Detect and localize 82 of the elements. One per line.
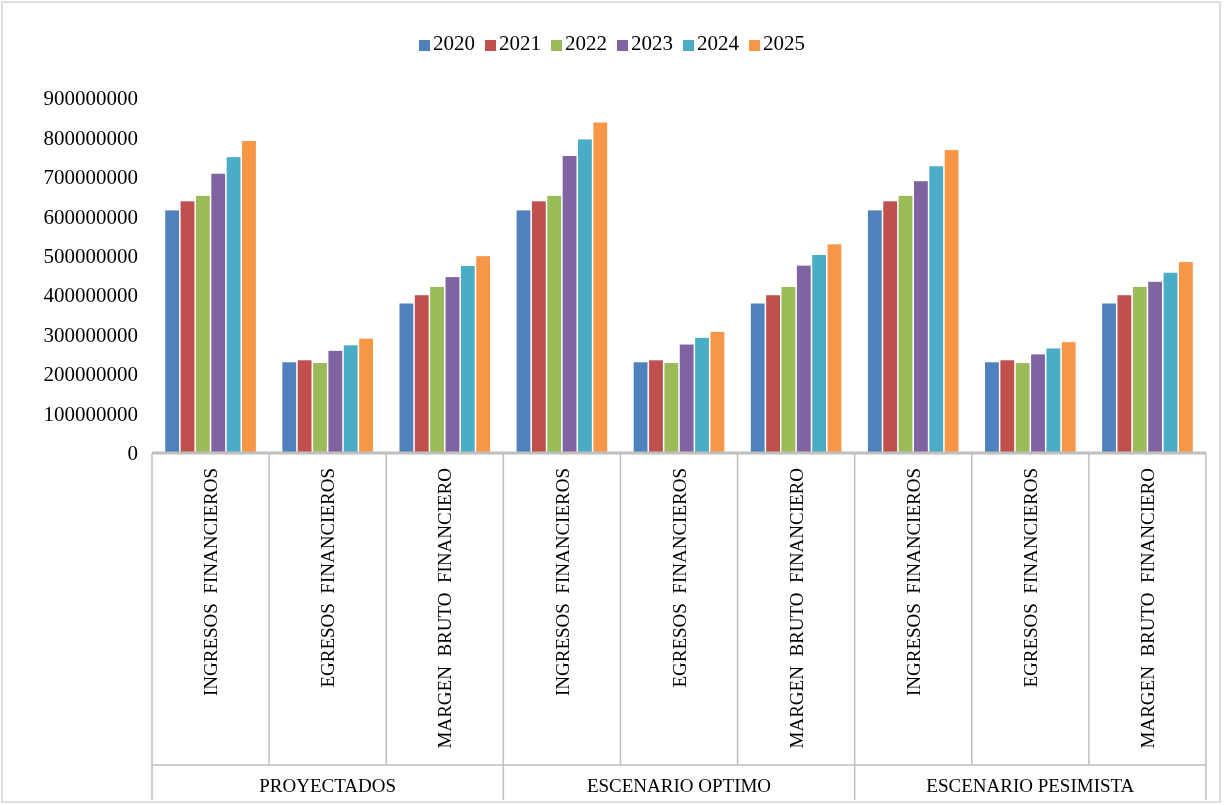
x-tick-label: EGRESOS FINANCIEROS	[668, 468, 690, 688]
legend-label: 2025	[763, 31, 805, 55]
bar	[282, 362, 297, 453]
bar	[649, 360, 663, 453]
bar	[710, 331, 725, 453]
bar	[883, 201, 898, 453]
bar	[633, 362, 648, 453]
y-tick-label: 300000000	[43, 322, 138, 347]
bar	[867, 210, 882, 453]
bar	[1117, 295, 1132, 453]
bar	[297, 360, 312, 453]
bar	[913, 181, 928, 453]
bar	[1102, 303, 1116, 453]
bar	[476, 256, 491, 453]
bar	[328, 350, 343, 453]
legend-label: 2022	[565, 31, 607, 55]
bar	[1148, 281, 1163, 453]
y-tick-label: 900000000	[43, 86, 138, 111]
x-tick-label: INGRESOS FINANCIEROS	[551, 468, 573, 697]
bar	[180, 201, 195, 453]
bar	[578, 139, 592, 453]
bar	[985, 362, 999, 453]
bar	[695, 337, 709, 453]
bar	[165, 210, 180, 453]
bar	[359, 338, 373, 453]
bar	[750, 303, 765, 453]
bar	[898, 195, 913, 453]
bar	[562, 155, 577, 453]
legend-label: 2023	[631, 31, 673, 55]
x-tick-label: MARGEN BRUTO FINANCIERO	[434, 468, 456, 749]
bar	[944, 150, 959, 453]
bar	[547, 195, 562, 453]
y-tick-label: 100000000	[43, 401, 138, 426]
bar	[211, 173, 226, 453]
bar	[430, 286, 445, 453]
legend-label: 2021	[499, 31, 541, 55]
bar	[460, 266, 475, 453]
y-tick-label: 600000000	[43, 204, 138, 229]
x-tick-label: INGRESOS FINANCIEROS	[902, 468, 924, 697]
bar	[1132, 286, 1147, 453]
y-tick-label: 400000000	[43, 283, 138, 308]
bar	[1046, 348, 1061, 453]
bar	[399, 303, 414, 453]
bar	[226, 157, 241, 453]
x-tick-label: EGRESOS FINANCIEROS	[317, 468, 339, 688]
bar	[796, 265, 811, 453]
bar	[531, 201, 546, 453]
bar	[445, 277, 460, 453]
y-tick-label: 800000000	[43, 125, 138, 150]
x-tick-label: MARGEN BRUTO FINANCIERO	[785, 468, 807, 749]
legend-label: 2020	[433, 31, 475, 55]
bar	[195, 195, 210, 453]
x-tick-label: EGRESOS FINANCIEROS	[1019, 468, 1041, 688]
bar	[1178, 262, 1193, 453]
bar	[679, 344, 694, 453]
bar	[516, 210, 531, 453]
x-tick-label: MARGEN BRUTO FINANCIERO	[1137, 468, 1159, 749]
bar	[414, 295, 429, 453]
x-tick-label: INGRESOS FINANCIEROS	[200, 468, 222, 697]
bar	[781, 286, 796, 453]
y-tick-label: 500000000	[43, 244, 138, 268]
bar	[1061, 342, 1076, 453]
y-tick-label: 700000000	[43, 165, 138, 190]
legend-label: 2024	[697, 31, 740, 55]
bar	[1015, 363, 1030, 453]
bar	[664, 363, 679, 453]
text: ESCENARIO PESIMISTA	[926, 775, 1135, 796]
y-tick-label: 0	[127, 441, 138, 466]
y-tick-label: 200000000	[43, 362, 138, 387]
bar	[343, 345, 358, 453]
bar	[1163, 272, 1178, 453]
text: ESCENARIO OPTIMO	[586, 775, 772, 796]
bar	[812, 254, 827, 453]
bar	[593, 122, 608, 453]
bar	[929, 166, 944, 453]
bar	[1000, 360, 1015, 453]
text: PROYECTADOS	[259, 775, 397, 796]
bar	[827, 244, 842, 453]
bar	[242, 140, 256, 453]
bar	[313, 363, 327, 453]
bar	[1031, 354, 1045, 453]
bar	[766, 295, 780, 453]
